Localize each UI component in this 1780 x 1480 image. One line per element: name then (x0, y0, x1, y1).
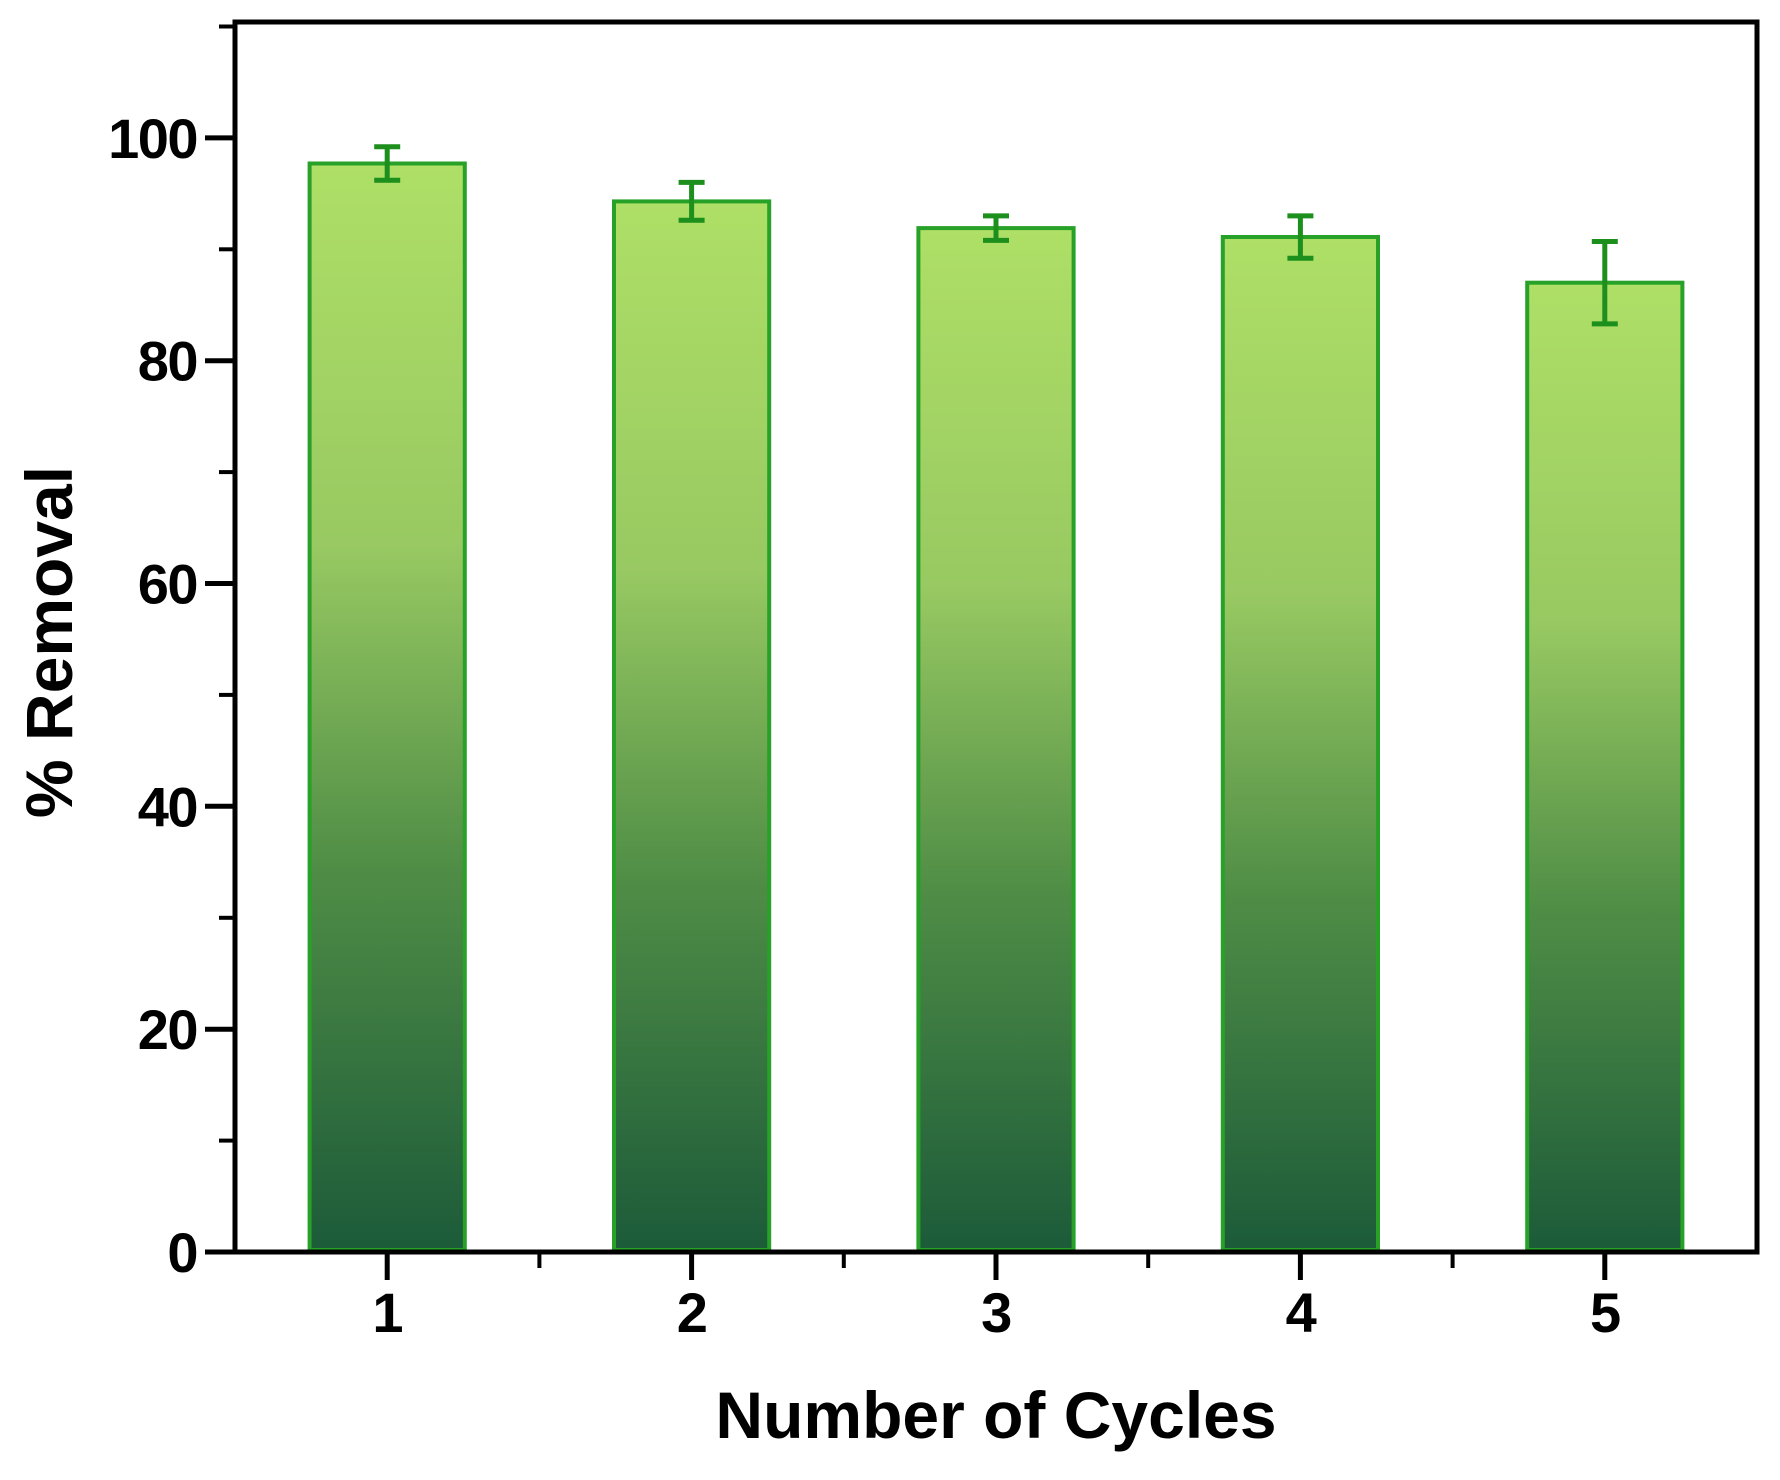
y-axis-tick-labels-group: 0 20 40 60 80 100 (108, 107, 198, 1284)
x-tick-label-4: 4 (1286, 1281, 1317, 1344)
y-tick-label-0: 0 (167, 1221, 197, 1284)
y-tick-label-40: 40 (138, 775, 197, 838)
error-bars-group (374, 144, 1618, 327)
x-axis-tick-labels-group: 1 2 3 4 5 (372, 1281, 1621, 1344)
bar-cycle-5 (1525, 280, 1685, 1252)
y-tick-label-60: 60 (138, 553, 197, 616)
error-bar-cycle-4 (1287, 213, 1314, 261)
bar-cycle-2 (612, 199, 772, 1252)
x-axis-title: Number of Cycles (715, 1378, 1276, 1452)
x-axis-ticks-group (384, 1252, 1608, 1280)
y-tick-label-100: 100 (108, 107, 197, 170)
x-tick-label-1: 1 (372, 1281, 402, 1344)
error-bar-cycle-2 (678, 179, 705, 223)
y-axis-ticks-group (205, 24, 235, 1255)
bar-cycle-4 (1220, 235, 1381, 1252)
bars-group (307, 161, 1685, 1253)
y-tick-label-80: 80 (138, 330, 197, 393)
x-tick-label-3: 3 (981, 1281, 1011, 1344)
x-tick-label-5: 5 (1590, 1281, 1620, 1344)
error-bar-cycle-3 (983, 213, 1009, 243)
bar-cycle-1 (307, 161, 467, 1252)
y-axis-title: % Removal (12, 466, 86, 818)
error-bar-cycle-5 (1591, 239, 1618, 327)
x-tick-label-2: 2 (677, 1281, 707, 1344)
bar-cycle-3 (916, 226, 1076, 1253)
y-tick-label-20: 20 (138, 998, 197, 1061)
error-bar-cycle-1 (374, 144, 401, 183)
